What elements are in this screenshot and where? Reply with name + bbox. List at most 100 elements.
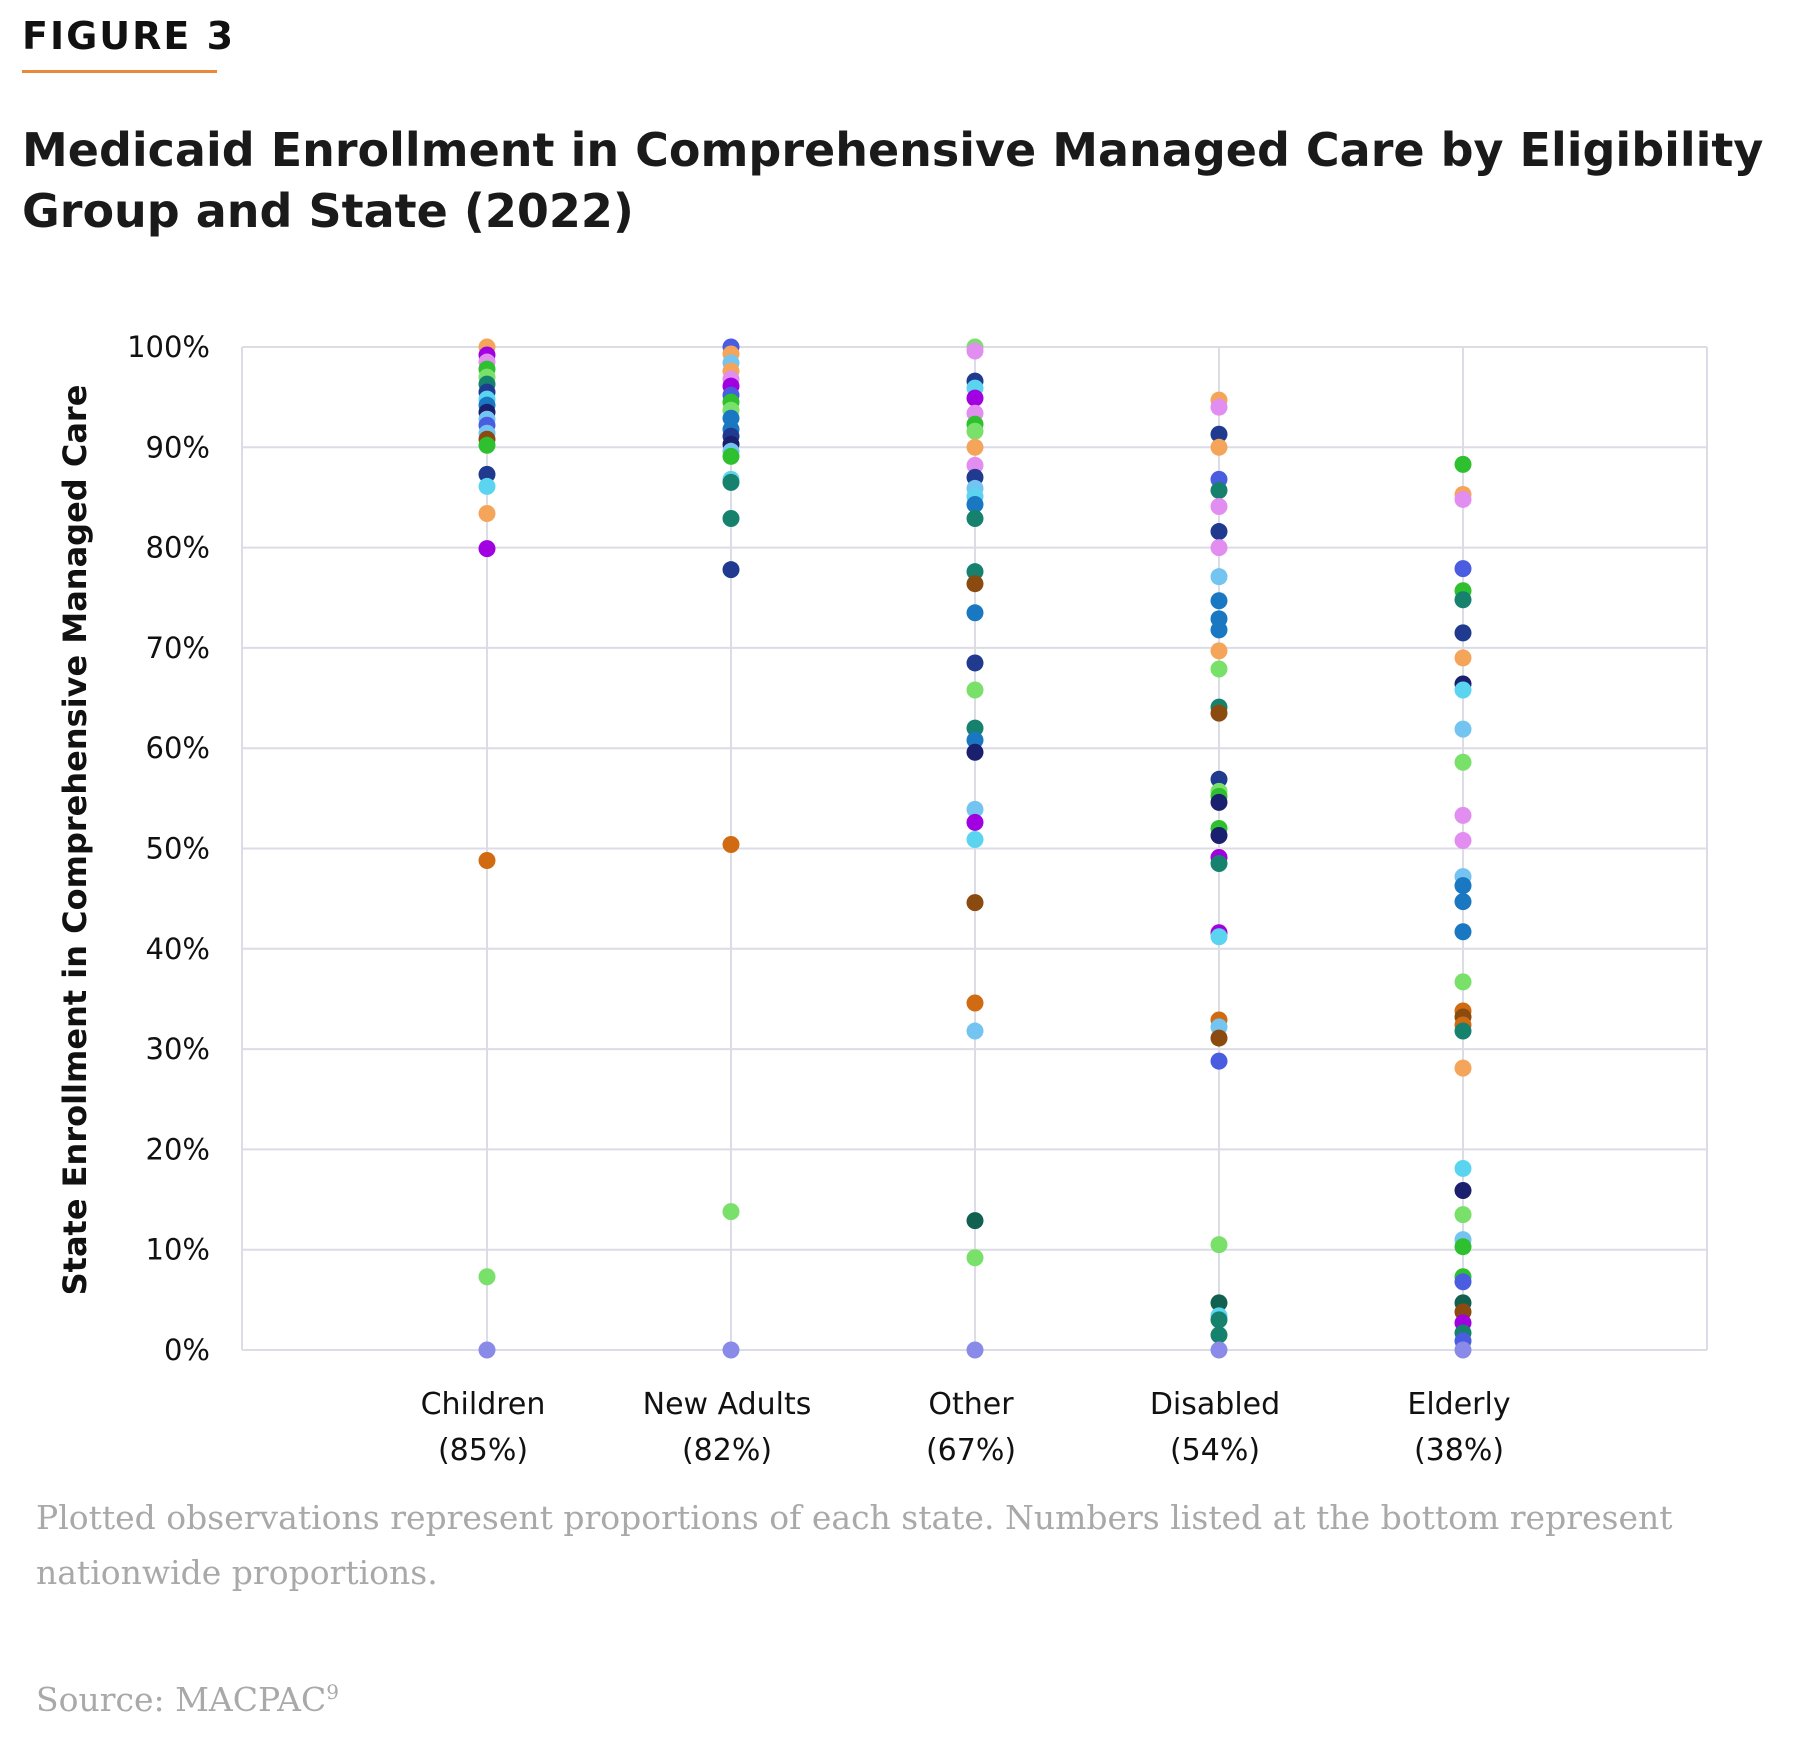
data-point bbox=[966, 894, 984, 912]
data-point bbox=[1454, 1238, 1472, 1256]
chart-title: Medicaid Enrollment in Comprehensive Man… bbox=[22, 123, 1764, 238]
source-text: Source: MACPAC bbox=[36, 1680, 327, 1719]
data-point bbox=[966, 495, 984, 513]
data-point bbox=[1210, 1236, 1228, 1254]
y-tick-label: 10% bbox=[146, 1233, 210, 1267]
data-point bbox=[1210, 398, 1228, 416]
y-tick-label: 30% bbox=[146, 1032, 210, 1066]
category-national-share: (38%) bbox=[1414, 1433, 1504, 1468]
data-point bbox=[1454, 1341, 1472, 1359]
data-point bbox=[478, 504, 496, 522]
data-point bbox=[722, 561, 740, 579]
data-point bbox=[966, 654, 984, 672]
data-point bbox=[966, 604, 984, 622]
y-tick-label: 60% bbox=[146, 731, 210, 765]
data-point bbox=[1210, 826, 1228, 844]
data-point bbox=[1454, 681, 1472, 699]
data-point bbox=[1454, 806, 1472, 824]
data-point bbox=[1454, 624, 1472, 642]
y-axis-ticks: 0% 10% 20% 30% 40% 50% 60% 70% 80% 90% 100% bbox=[127, 330, 210, 1367]
chart-note: Plotted observations represent proportio… bbox=[36, 1498, 1673, 1592]
y-tick-label: 90% bbox=[146, 430, 210, 464]
data-point bbox=[1454, 1159, 1472, 1177]
data-point bbox=[1454, 831, 1472, 849]
y-tick-label: 100% bbox=[127, 330, 210, 364]
data-point bbox=[1210, 425, 1228, 443]
data-point bbox=[1454, 455, 1472, 473]
data-point bbox=[1210, 1052, 1228, 1070]
data-point bbox=[1210, 1326, 1228, 1344]
data-point bbox=[1210, 621, 1228, 639]
y-tick-label: 80% bbox=[146, 531, 210, 565]
y-tick-label: 40% bbox=[146, 932, 210, 966]
category-national-share: (54%) bbox=[1170, 1433, 1260, 1468]
data-point bbox=[722, 1203, 740, 1221]
data-point bbox=[1210, 592, 1228, 610]
data-point bbox=[1454, 923, 1472, 941]
category-national-share: (82%) bbox=[682, 1433, 772, 1468]
data-point bbox=[1210, 497, 1228, 515]
y-tick-label: 0% bbox=[164, 1333, 210, 1367]
data-point bbox=[1454, 490, 1472, 508]
source-line: Source: MACPAC9 bbox=[36, 1680, 339, 1719]
data-point bbox=[966, 1212, 984, 1230]
data-point bbox=[966, 510, 984, 528]
data-point bbox=[1210, 568, 1228, 586]
x-axis-categories: Children (85%) New Adults (82%) Other (67%) Di… bbox=[421, 1387, 1511, 1468]
figure-label: FIGURE 3 bbox=[22, 14, 236, 58]
data-point bbox=[966, 563, 984, 581]
scatter-chart: 0% 10% 20% 30% 40% 50% 60% 70% 80% 90% 100% Childr… bbox=[56, 330, 1708, 1468]
data-point bbox=[966, 342, 984, 360]
data-point bbox=[1210, 660, 1228, 678]
category-label: Disabled bbox=[1150, 1387, 1280, 1422]
data-point bbox=[478, 1341, 496, 1359]
data-point bbox=[1210, 793, 1228, 811]
data-point bbox=[1454, 720, 1472, 738]
data-point bbox=[1454, 649, 1472, 667]
data-point bbox=[966, 389, 984, 407]
data-point bbox=[722, 447, 740, 465]
data-point bbox=[966, 1341, 984, 1359]
category-label: New Adults bbox=[643, 1387, 812, 1422]
data-point bbox=[478, 852, 496, 870]
data-point bbox=[1210, 1029, 1228, 1047]
data-point bbox=[966, 1249, 984, 1267]
data-point bbox=[1210, 855, 1228, 873]
data-point bbox=[478, 477, 496, 495]
data-point bbox=[966, 994, 984, 1012]
data-point bbox=[1454, 1022, 1472, 1040]
data-point bbox=[722, 1341, 740, 1359]
data-point bbox=[1210, 523, 1228, 541]
data-point bbox=[966, 438, 984, 456]
category-national-share: (67%) bbox=[926, 1433, 1016, 1468]
data-point bbox=[1454, 591, 1472, 609]
data-point bbox=[1210, 770, 1228, 788]
data-point bbox=[1210, 1311, 1228, 1329]
data-point bbox=[966, 743, 984, 761]
data-point bbox=[1454, 1206, 1472, 1224]
data-point bbox=[1454, 1182, 1472, 1200]
data-point bbox=[722, 835, 740, 853]
y-tick-label: 70% bbox=[146, 631, 210, 665]
data-point bbox=[722, 510, 740, 528]
data-point bbox=[1454, 973, 1472, 991]
data-point bbox=[966, 1022, 984, 1040]
category-label: Other bbox=[928, 1387, 1014, 1422]
data-point bbox=[966, 575, 984, 593]
data-point bbox=[966, 731, 984, 749]
data-point bbox=[478, 465, 496, 483]
y-tick-label: 20% bbox=[146, 1132, 210, 1166]
data-point bbox=[966, 456, 984, 474]
data-point bbox=[966, 681, 984, 699]
data-point bbox=[1210, 539, 1228, 557]
data-point bbox=[478, 540, 496, 558]
data-point bbox=[966, 422, 984, 440]
figure-label-rule bbox=[22, 70, 217, 73]
category-national-share: (85%) bbox=[438, 1433, 528, 1468]
data-point bbox=[1210, 642, 1228, 660]
data-point bbox=[1454, 893, 1472, 911]
data-point bbox=[966, 830, 984, 848]
data-point bbox=[722, 473, 740, 491]
data-point bbox=[1454, 877, 1472, 895]
data-point bbox=[478, 1268, 496, 1286]
